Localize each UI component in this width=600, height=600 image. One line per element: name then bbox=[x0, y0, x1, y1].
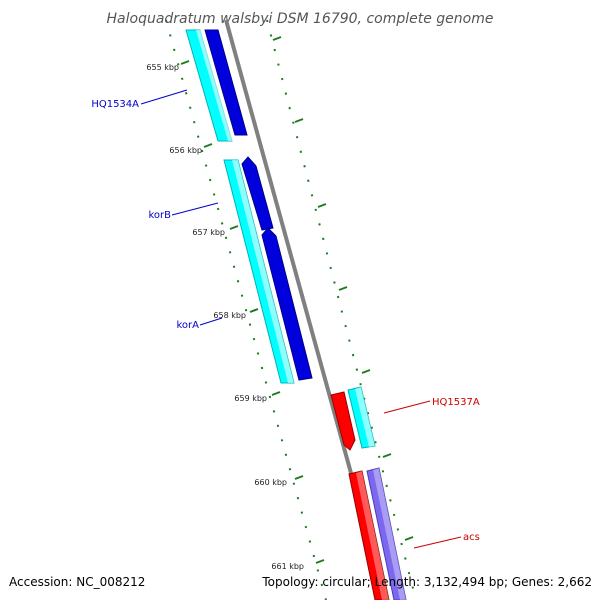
leader-kora bbox=[199, 317, 223, 326]
feature-highlight bbox=[373, 468, 406, 600]
gene-label-kora[interactable]: korA bbox=[176, 320, 199, 331]
feature-acs-red[interactable] bbox=[348, 470, 390, 600]
feature-highlight bbox=[355, 387, 375, 447]
major-tick-657 bbox=[229, 225, 239, 230]
feature-hq1534a-blue[interactable] bbox=[204, 29, 248, 136]
major-tick-right-7 bbox=[404, 536, 414, 541]
gene-label-korb[interactable]: korB bbox=[148, 210, 171, 221]
genome-summary-text: Topology: circular; Length: 3,132,494 bp… bbox=[261, 575, 592, 589]
feature-highlight bbox=[356, 471, 389, 600]
gene-labels: HQ1534A korB korA HQ1537A acs bbox=[91, 99, 480, 543]
major-tick-655 bbox=[180, 60, 190, 65]
map-title: Haloquadratum walsbyi DSM 16790, complet… bbox=[107, 11, 494, 27]
accession-text: Accession: NC_008212 bbox=[9, 575, 145, 589]
tick-label: 658 kbp bbox=[213, 311, 246, 320]
leader-acs bbox=[413, 536, 462, 549]
left-tick-ruler bbox=[165, 19, 327, 600]
tick-label: 660 kbp bbox=[254, 478, 287, 487]
feature-korb-blue-arrow[interactable] bbox=[241, 156, 274, 231]
feature-highlight bbox=[232, 160, 294, 383]
major-tick-right-4 bbox=[338, 286, 348, 291]
major-tick-right-5 bbox=[361, 369, 371, 374]
leader-hq1534a bbox=[140, 89, 188, 105]
feature-acs-purple[interactable] bbox=[366, 467, 407, 600]
major-tick-659 bbox=[271, 391, 281, 396]
gene-label-hq1537a[interactable]: HQ1537A bbox=[432, 397, 480, 408]
gene-label-acs[interactable]: acs bbox=[463, 532, 480, 543]
feature-hq1537a-red-arrow[interactable] bbox=[330, 391, 356, 451]
gene-label-leaders bbox=[140, 89, 462, 549]
feature-cluster-lower bbox=[330, 386, 407, 600]
major-tick-660 bbox=[294, 475, 304, 480]
leader-hq1537a bbox=[383, 400, 431, 414]
major-tick-658 bbox=[249, 308, 259, 313]
minor-ticks-left bbox=[165, 19, 327, 600]
leader-korb bbox=[171, 202, 219, 216]
major-tick-661 bbox=[315, 559, 325, 564]
major-ticks bbox=[180, 60, 325, 564]
major-tick-right-3 bbox=[317, 203, 327, 208]
tick-label: 657 kbp bbox=[192, 228, 225, 237]
major-tick-right-2 bbox=[294, 118, 304, 123]
feature-kora-blue-arrow[interactable] bbox=[261, 227, 313, 381]
major-tick-right-1 bbox=[272, 36, 282, 41]
tick-label: 659 kbp bbox=[234, 394, 267, 403]
tick-label: 655 kbp bbox=[146, 63, 179, 72]
tick-labels: 655 kbp 656 kbp 657 kbp 658 kbp 659 kbp … bbox=[146, 63, 304, 571]
gene-label-hq1534a[interactable]: HQ1534A bbox=[91, 99, 139, 110]
feature-highlight bbox=[196, 30, 234, 141]
major-ticks-right bbox=[272, 36, 414, 541]
major-tick-656 bbox=[203, 143, 213, 148]
tick-label: 656 kbp bbox=[169, 146, 202, 155]
tick-label: 661 kbp bbox=[271, 562, 304, 571]
feature-cluster-upper bbox=[185, 29, 313, 384]
major-tick-right-6 bbox=[382, 453, 392, 458]
